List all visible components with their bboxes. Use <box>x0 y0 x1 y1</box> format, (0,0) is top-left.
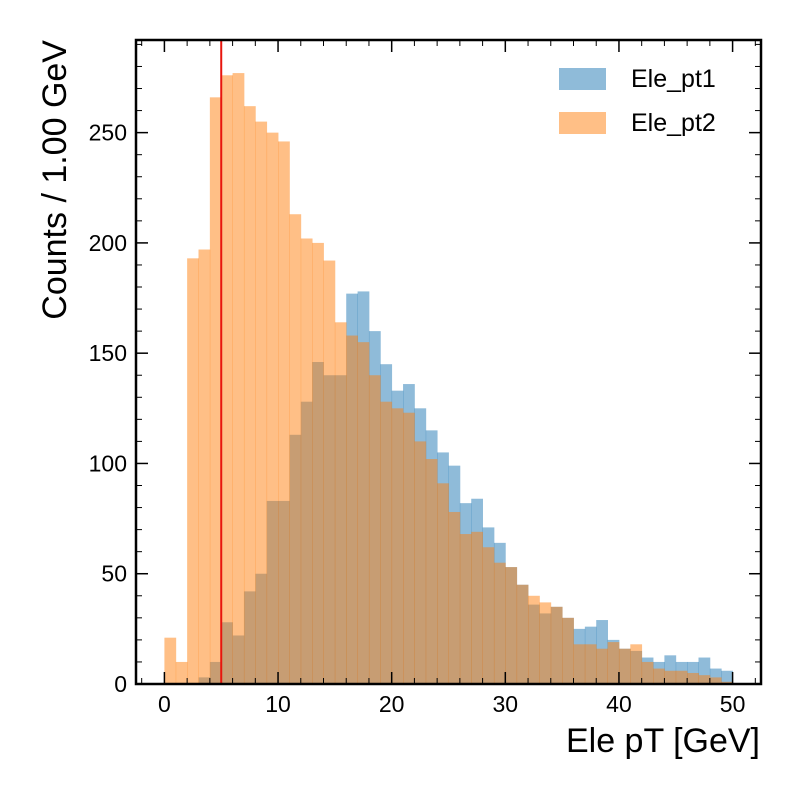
histogram-bar <box>425 459 438 684</box>
histogram-bar <box>278 141 290 685</box>
histogram-bar <box>289 214 302 684</box>
legend-swatch <box>559 68 606 90</box>
histogram-bar <box>664 670 677 684</box>
histogram-bar <box>630 644 643 684</box>
histogram-bar <box>459 534 472 684</box>
histogram-bar <box>437 483 449 684</box>
x-tick-label: 0 <box>158 691 171 717</box>
histogram-bar <box>403 412 415 684</box>
x-tick-label: 30 <box>493 691 519 717</box>
y-tick-label: 50 <box>101 561 127 587</box>
y-tick-label: 200 <box>89 230 127 256</box>
histogram-bar <box>607 642 620 684</box>
histogram-bar <box>493 562 506 684</box>
histogram-bar <box>266 132 279 685</box>
y-axis-title: Counts / 1.00 GeV <box>36 40 74 320</box>
histogram-bar <box>232 73 245 684</box>
y-tick-label: 250 <box>89 120 127 146</box>
histogram-bar <box>391 408 404 684</box>
x-axis-title: Ele pT [GeV] <box>566 722 760 760</box>
legend-label: Ele_pt1 <box>631 65 716 93</box>
histogram-bar <box>300 238 313 684</box>
histogram-bar <box>687 672 699 684</box>
histogram-bar <box>368 375 381 684</box>
y-tick-label: 100 <box>89 450 127 476</box>
histogram-bar <box>187 258 199 684</box>
histogram-bar <box>641 661 654 684</box>
histogram-bar <box>221 75 233 685</box>
axes-layer <box>134 38 763 686</box>
histogram-bar <box>584 644 597 684</box>
histogram-bar <box>312 242 324 684</box>
histogram-bar <box>528 595 540 684</box>
histogram-bar <box>675 670 688 684</box>
legend-swatch <box>559 112 606 134</box>
histogram-bar <box>448 511 461 684</box>
x-tick-label: 20 <box>379 691 405 717</box>
histogram-bar <box>346 335 358 684</box>
ticks-layer: 0 10 20 30 40 50 0 50 100 150 200 250 <box>89 40 761 717</box>
histogram-bar <box>618 648 631 684</box>
histogram-bar <box>653 668 665 684</box>
legend-label: Ele_pt2 <box>631 109 716 137</box>
histogram-bar <box>471 531 483 684</box>
histogram-bar <box>243 106 256 685</box>
histogram-bar <box>573 644 586 684</box>
histogram-bar <box>709 677 722 684</box>
x-tick-label: 50 <box>720 691 746 717</box>
histogram-bar <box>380 401 393 684</box>
plot-frame <box>134 38 763 686</box>
histogram-bar <box>209 97 222 684</box>
histogram-bar <box>334 322 347 684</box>
legend: Ele_pt1 Ele_pt2 <box>559 65 716 137</box>
histogram-bar <box>516 584 529 684</box>
histogram-bar <box>323 260 336 684</box>
histogram-bar <box>482 547 495 684</box>
histogram-bar <box>721 670 733 684</box>
histogram-bar <box>198 249 211 684</box>
series-Ele_pt2 <box>164 73 733 685</box>
histogram-bar <box>596 648 608 684</box>
histogram-bar <box>539 602 552 684</box>
histogram-bar <box>709 668 722 684</box>
x-tick-label: 40 <box>606 691 632 717</box>
histogram-bar <box>357 342 370 684</box>
histogram-bar <box>550 606 563 684</box>
histogram-bar <box>698 657 711 684</box>
y-tick-label: 0 <box>114 671 127 697</box>
histogram-bar <box>164 637 177 684</box>
y-tick-label: 150 <box>89 340 127 366</box>
histogram-bar <box>562 617 574 684</box>
histogram-bar <box>698 675 711 684</box>
bars-layer <box>164 73 733 685</box>
histogram-bar <box>505 567 518 684</box>
histogram-bar <box>175 661 188 684</box>
histogram-bar <box>414 441 427 684</box>
histogram-bar <box>255 121 268 685</box>
histogram-bar <box>664 655 677 684</box>
x-tick-label: 10 <box>265 691 291 717</box>
